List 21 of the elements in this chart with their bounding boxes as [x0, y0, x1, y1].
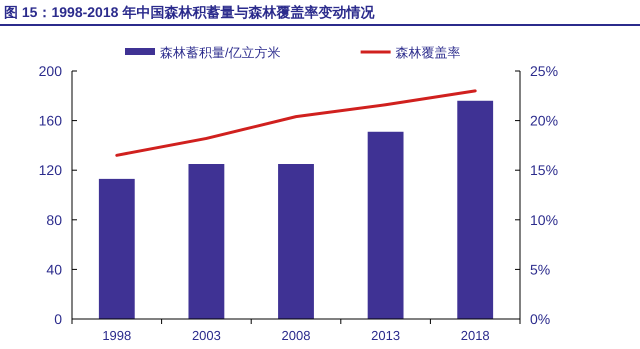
x-tick-label: 2018: [460, 328, 490, 343]
x-tick-label: 2013: [371, 328, 400, 343]
y2-tick-label: 0%: [530, 311, 550, 327]
y2-tick-label: 15%: [530, 162, 558, 178]
x-tick-label: 1998: [102, 328, 132, 343]
x-tick-label: 2003: [192, 328, 221, 343]
line-series: [115, 89, 477, 157]
y-tick-label: 40: [46, 261, 62, 278]
legend-label: 森林蓄积量/亿立方米: [160, 45, 281, 60]
y-tick-label: 120: [38, 162, 62, 178]
legend-label: 森林覆盖率: [396, 45, 461, 60]
y-tick-label: 160: [38, 112, 62, 129]
y-tick-label: 0: [54, 311, 62, 327]
chart-title: 图 15：1998-2018 年中国森林积蓄量与森林覆盖率变动情况: [4, 4, 376, 20]
y2-tick-label: 5%: [530, 261, 550, 278]
y2-tick-label: 10%: [530, 212, 558, 228]
y-tick-label: 200: [38, 63, 62, 79]
y-tick-label: 80: [46, 212, 62, 228]
x-tick-label: 2008: [282, 328, 310, 343]
y2-tick-label: 20%: [530, 112, 558, 129]
y2-tick-label: 25%: [530, 63, 558, 79]
